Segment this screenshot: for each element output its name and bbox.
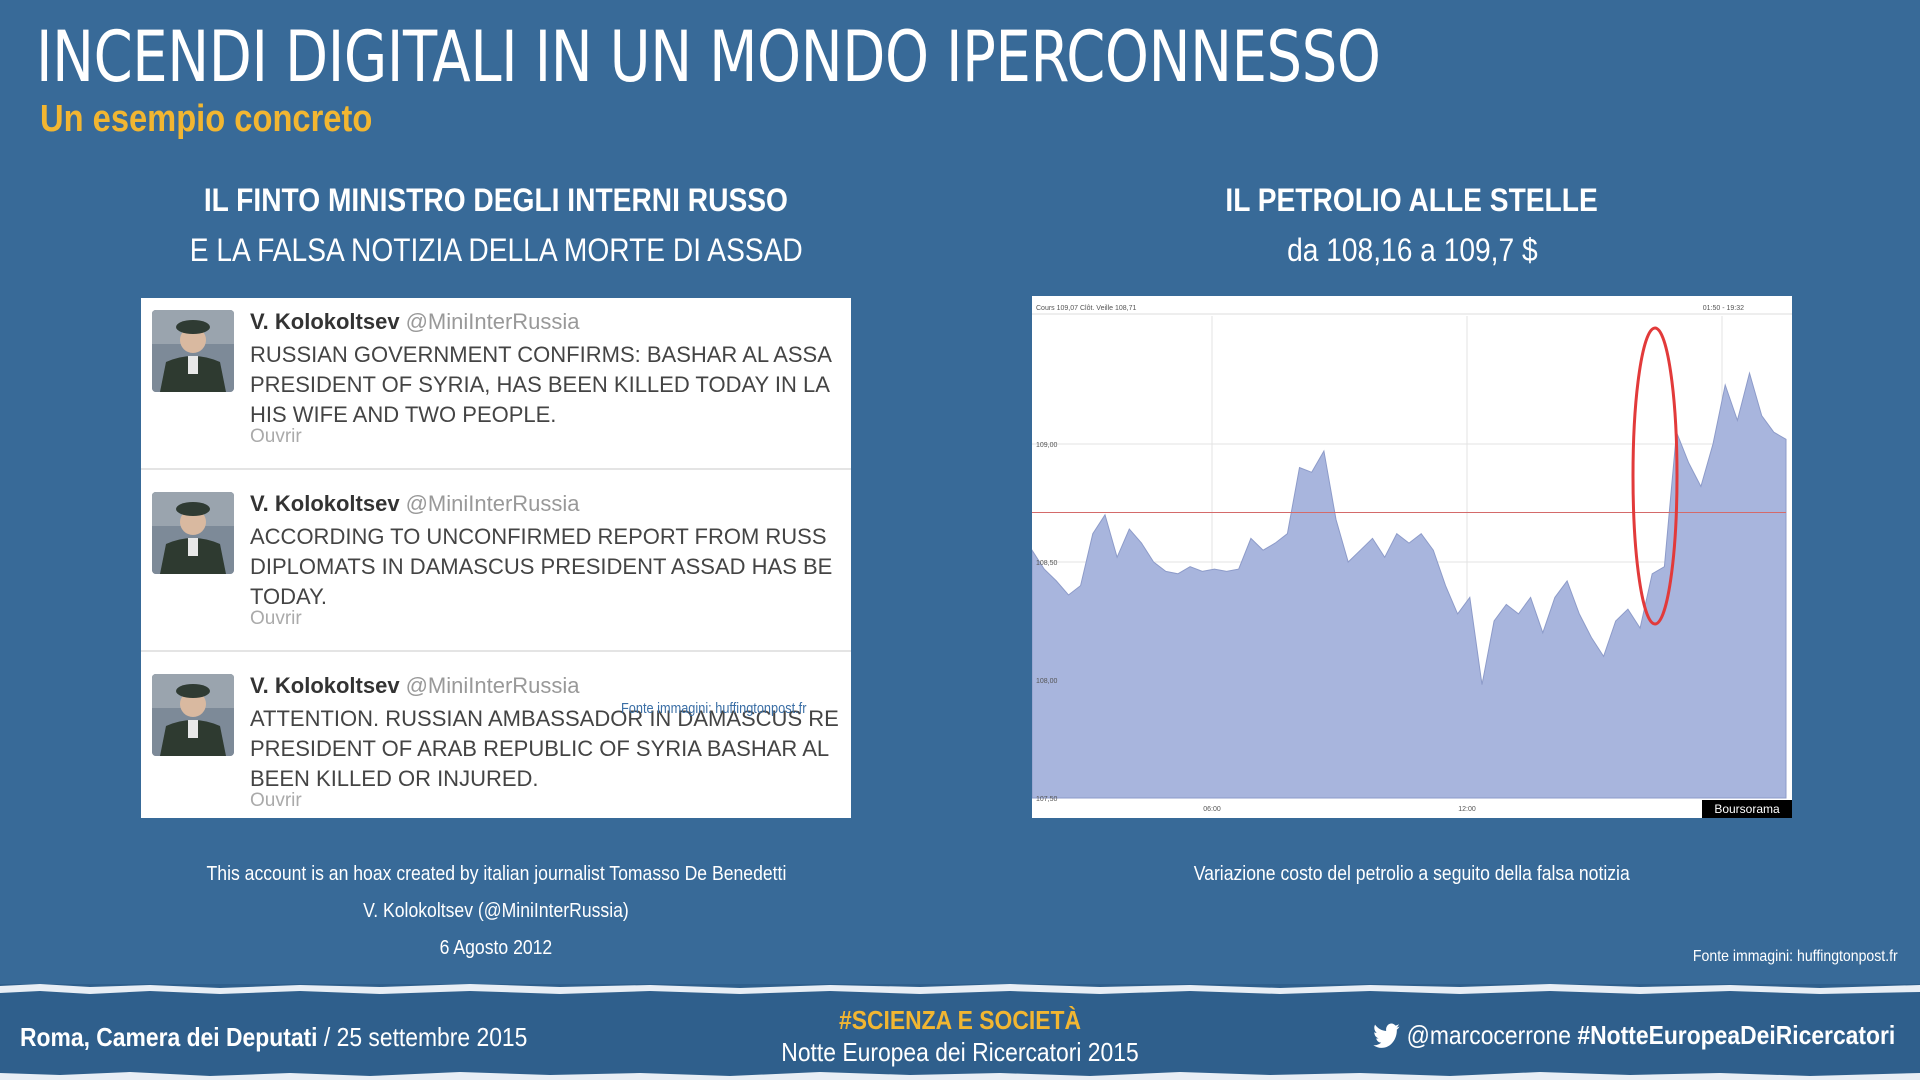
right-heading-bold: IL PETROLIO ALLE STELLE [1225,182,1599,218]
divider [141,468,851,470]
highlight-ellipse [1631,326,1679,626]
event-hashtag[interactable]: #NotteEuropeaDeiRicercatori [1577,1020,1895,1050]
y-tick-label: 109,00 [1036,442,1058,449]
oil-chart-svg: Cours 109,07 Clôt. Veille 108,71 01:50 -… [1032,296,1792,818]
left-heading: E LA FALSA NOTIZIA DELLA MORTE DI ASSAD [189,232,803,268]
avatar [152,492,234,574]
divider [141,650,851,652]
x-tick-label: 06:00 [1203,806,1221,813]
tweet-author: V. Kolokoltsev @MiniInterRussia [250,673,580,698]
tweet: V. Kolokoltsev @MiniInterRussia RUSSIAN G… [141,298,851,478]
tweet-author: V. Kolokoltsev @MiniInterRussia [250,309,580,334]
tweet-text: RUSSIAN GOVERNMENT CONFIRMS: BASHAR AL A… [250,342,832,427]
chart-header-right: 01:50 - 19:32 [1703,305,1744,312]
tweet: V. Kolokoltsev @MiniInterRussia ATTENTION… [141,662,851,818]
oil-price-chart: Cours 109,07 Clôt. Veille 108,71 01:50 -… [1032,296,1792,818]
slide-subtitle: Un esempio concreto [40,98,373,140]
footer-venue: Roma, Camera dei Deputati / 25 settembre… [20,1022,528,1052]
y-tick-label: 108,50 [1036,560,1058,567]
tweets-screenshot: V. Kolokoltsev @MiniInterRussia RUSSIAN G… [141,298,851,818]
tweet-author: V. Kolokoltsev @MiniInterRussia [250,491,580,516]
footer-social: @marcocerrone #NotteEuropeaDeiRicercator… [1372,1020,1895,1051]
y-tick-label: 108,00 [1036,678,1058,685]
tweet-image-credit: Fonte immagini: huffingtonpost.fr [621,700,807,717]
price-area [1032,371,1787,799]
left-caption-line-1: This account is an hoax created by itali… [206,863,786,885]
avatar [152,674,234,756]
event-tag: #SCIENZA E SOCIETÀ [839,1005,1081,1035]
twitter-bird-icon [1372,1023,1400,1048]
open-link[interactable]: Ouvrir [250,426,302,447]
left-caption-line-3: 6 Agosto 2012 [439,937,553,959]
right-heading: da 108,16 a 109,7 $ [1286,232,1538,268]
right-image-credit: Fonte immagini: huffingtonpost.fr [1693,948,1898,965]
open-link[interactable]: Ouvrir [250,790,302,811]
brand-badge [1702,800,1792,818]
tweet-text: ACCORDING TO UNCONFIRMED REPORT FROM RUS… [250,524,833,609]
event-name: Notte Europea dei Ricercatori 2015 [781,1037,1139,1067]
left-heading-bold: IL FINTO MINISTRO DEGLI INTERNI RUSSO [203,182,789,218]
tweet-text: ATTENTION. RUSSIAN AMBASSADOR IN DAMASCU… [250,706,839,791]
y-tick-label: 107,50 [1036,796,1058,803]
tweet: V. Kolokoltsev @MiniInterRussia ACCORDING… [141,480,851,660]
chart-header-left: Cours 109,07 Clôt. Veille 108,71 [1036,305,1137,312]
brand-label: Boursorama [1714,802,1780,816]
footer-band [0,984,1920,1080]
footer-event: #SCIENZA E SOCIETÀ Notte Europea dei Ric… [660,1004,1260,1068]
avatar [152,310,234,392]
slide-title: INCENDI DIGITALI IN UN MONDO IPERCONNESS… [36,16,1381,98]
open-link[interactable]: Ouvrir [250,608,302,629]
twitter-handle[interactable]: @marcocerrone [1406,1020,1571,1050]
right-caption: Variazione costo del petrolio a seguito … [1193,863,1631,885]
left-caption-line-2: V. Kolokoltsev (@MiniInterRussia) [363,900,629,922]
x-tick-label: 12:00 [1458,806,1476,813]
